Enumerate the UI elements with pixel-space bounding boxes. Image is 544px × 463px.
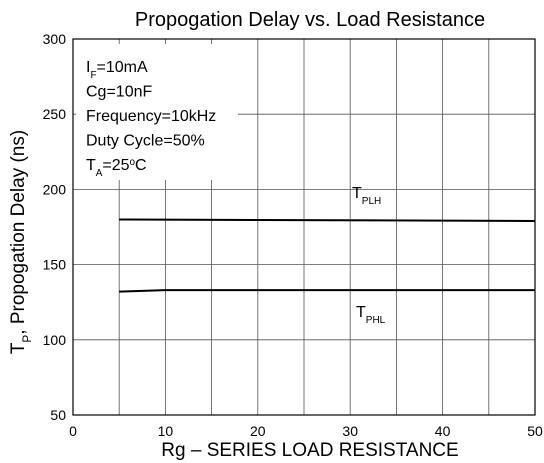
text-part: =10mA — [97, 59, 148, 76]
annotation: Frequency=10kHz — [86, 108, 216, 125]
x-tick-label: 0 — [69, 423, 77, 439]
annotation: Cg=10nF — [86, 84, 152, 101]
text-part: , Propogation Delay (ns) — [8, 130, 29, 335]
annotation: IF=10mA — [86, 59, 148, 81]
text-part: F — [90, 70, 96, 81]
text-part: T — [352, 185, 362, 202]
text-part: A — [96, 168, 103, 179]
chart-title: Propogation Delay vs. Load Resistance — [135, 9, 485, 31]
y-tick-label: 50 — [50, 407, 66, 423]
text-part: Duty Cycle=50% — [86, 133, 205, 150]
annotation-box — [76, 44, 238, 180]
line-series — [119, 218, 536, 222]
y-tick-label: 200 — [43, 181, 67, 197]
text-part: C — [135, 157, 147, 174]
text-part: T — [8, 342, 29, 354]
x-tick-label: 50 — [527, 423, 543, 439]
text-part: o — [130, 157, 136, 168]
y-tick-label: 250 — [43, 106, 67, 122]
y-tick-label: 150 — [43, 257, 67, 273]
x-tick-label: 30 — [342, 423, 358, 439]
text-part: T — [86, 157, 96, 174]
text-part: P — [21, 335, 34, 343]
x-tick-label: 40 — [435, 423, 451, 439]
series-label: TPLH — [352, 185, 381, 207]
annotation: Duty Cycle=50% — [86, 133, 205, 150]
annotation: TA=25oC — [86, 157, 147, 179]
text-part: T — [356, 304, 366, 321]
text-part: PHL — [366, 315, 386, 326]
text-part: I — [86, 59, 90, 76]
line-series — [119, 289, 535, 293]
text-part: Cg=10nF — [86, 84, 152, 101]
plot-frame — [72, 38, 536, 416]
text-part: Frequency=10kHz — [86, 108, 216, 125]
x-tick-label: 20 — [250, 423, 266, 439]
y-tick-label: 100 — [43, 332, 67, 348]
y-tick-label: 300 — [43, 31, 67, 47]
y-axis-label: TP, Propogation Delay (ns) — [8, 130, 34, 354]
x-axis-label: Rg – SERIES LOAD RESISTANCE — [161, 440, 458, 461]
x-tick-label: 10 — [158, 423, 174, 439]
text-part: =25 — [102, 157, 129, 174]
series-label: TPHL — [356, 304, 386, 326]
text-part: PLH — [362, 196, 381, 207]
